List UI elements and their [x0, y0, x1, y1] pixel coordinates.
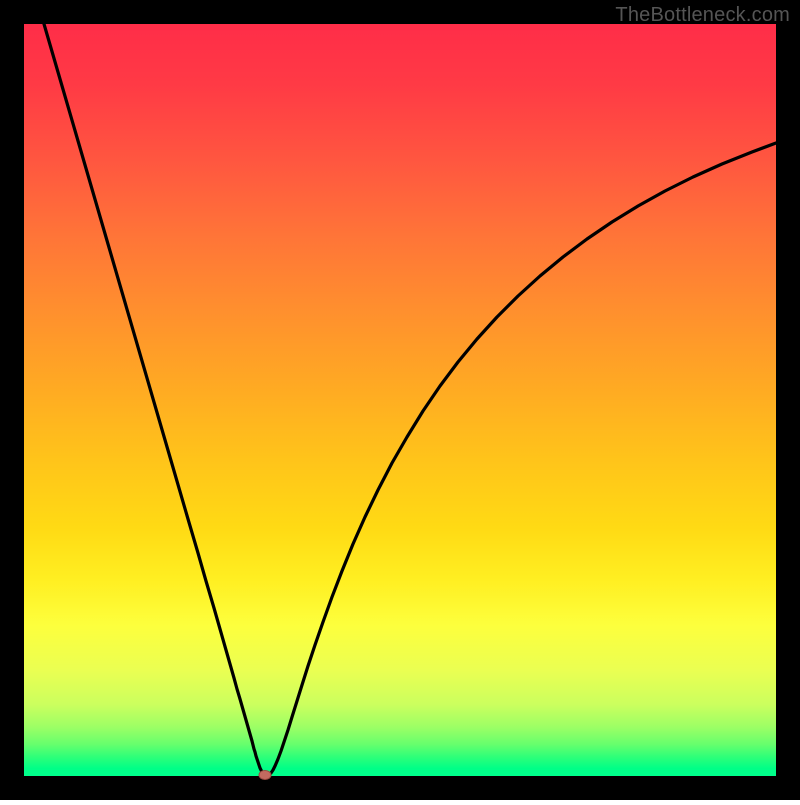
chart-container — [0, 0, 800, 800]
bottleneck-chart-svg — [0, 0, 800, 800]
gradient-background — [24, 24, 776, 776]
optimum-marker — [259, 771, 271, 780]
watermark-text: TheBottleneck.com — [615, 4, 790, 27]
